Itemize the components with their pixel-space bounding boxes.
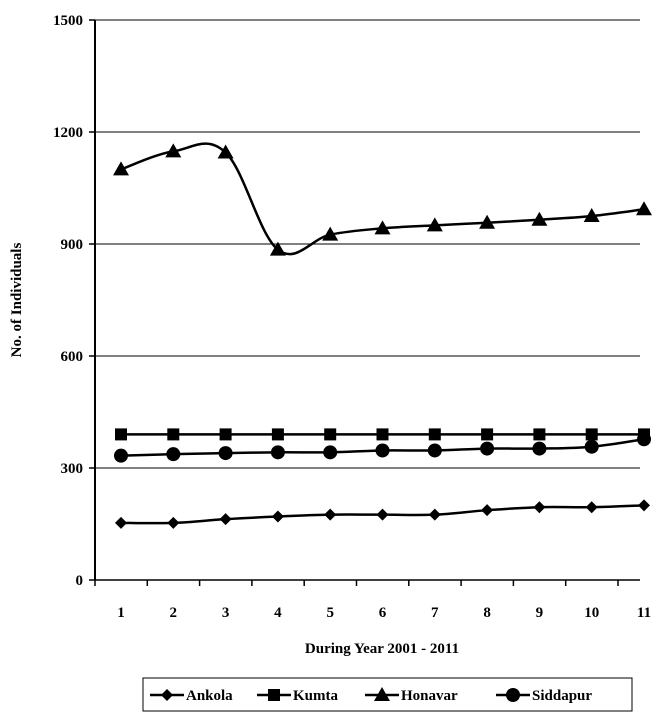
legend-label-kumta: Kumta <box>293 688 339 704</box>
y-tick-label: 1200 <box>53 125 83 141</box>
ankola-point <box>219 513 232 526</box>
x-tick-label: 11 <box>637 605 651 621</box>
honavar-point <box>531 211 548 226</box>
legend-honavar-marker <box>374 687 390 701</box>
siddapur-point <box>427 443 442 458</box>
legend-item-ankola: Ankola <box>150 688 233 704</box>
series-siddapur <box>114 432 651 463</box>
legend-label-ankola: Ankola <box>186 688 233 704</box>
x-axis-title: During Year 2001 - 2011 <box>305 641 459 657</box>
x-tick-label: 3 <box>222 605 230 621</box>
kumta-point <box>481 428 494 441</box>
honavar-point <box>269 241 286 256</box>
x-tick-label: 2 <box>170 605 178 621</box>
honavar-point <box>113 161 129 176</box>
series-ankola <box>115 499 650 529</box>
gridlines <box>95 19 640 469</box>
legend-item-siddapur: Siddapur <box>496 688 592 704</box>
legend-ankola-marker <box>161 689 173 701</box>
y-axis-title: No. of Individuals <box>9 243 25 358</box>
kumta-point <box>428 428 441 441</box>
y-axis-ticks: 0 300 600 900 1200 1500 <box>53 13 95 589</box>
siddapur-point <box>532 441 547 456</box>
siddapur-point <box>114 448 128 463</box>
x-tick-label: 4 <box>274 605 282 621</box>
siddapur-point <box>637 432 651 447</box>
kumta-point <box>533 428 546 441</box>
series-honavar-line <box>120 142 645 256</box>
honavar-point <box>165 143 182 158</box>
siddapur-point <box>166 447 181 462</box>
honavar-point <box>426 217 443 232</box>
kumta-point <box>376 428 389 441</box>
ankola-point <box>638 499 650 512</box>
x-tick-label: 10 <box>584 605 599 621</box>
x-tick-label: 7 <box>431 605 439 621</box>
legend-label-siddapur: Siddapur <box>532 688 592 704</box>
series-kumta <box>115 428 650 441</box>
siddapur-point <box>480 441 495 456</box>
y-tick-label: 1500 <box>53 13 83 29</box>
siddapur-point <box>270 445 285 460</box>
kumta-point <box>115 428 127 441</box>
siddapur-point <box>323 445 338 460</box>
ankola-point <box>167 516 180 529</box>
ankola-point <box>376 508 389 521</box>
honavar-point <box>479 214 496 229</box>
x-tick-label: 1 <box>117 605 125 621</box>
honavar-point <box>322 226 339 241</box>
honavar-point <box>636 201 652 216</box>
ankola-point <box>428 508 441 521</box>
legend-kumta-marker <box>268 689 280 701</box>
x-tick-label: 5 <box>326 605 334 621</box>
siddapur-point <box>375 443 390 458</box>
kumta-point <box>219 428 232 441</box>
kumta-point <box>324 428 337 441</box>
honavar-point <box>217 144 234 159</box>
legend-siddapur-marker <box>506 688 520 702</box>
honavar-point <box>583 208 600 222</box>
series-layer <box>113 142 652 529</box>
honavar-point <box>374 220 391 235</box>
y-tick-label: 600 <box>61 349 84 365</box>
ankola-point <box>585 501 598 514</box>
y-tick-label: 300 <box>61 461 84 477</box>
x-tick-label: 9 <box>536 605 544 621</box>
y-tick-label: 0 <box>76 573 84 589</box>
ankola-point <box>324 508 337 521</box>
legend-item-honavar: Honavar <box>365 687 458 704</box>
kumta-point <box>167 428 180 441</box>
legend-label-honavar: Honavar <box>401 688 458 704</box>
x-tick-label: 8 <box>483 605 491 621</box>
legend: Ankola Kumta Honavar Siddapur <box>142 677 633 712</box>
ankola-point <box>481 504 494 517</box>
ankola-point <box>115 516 127 529</box>
ankola-point <box>271 510 284 523</box>
siddapur-point <box>218 446 233 461</box>
kumta-point <box>271 428 284 441</box>
x-tick-label: 6 <box>379 605 387 621</box>
x-axis-ticks: 1 2 3 4 5 6 7 8 9 10 11 <box>94 580 651 621</box>
siddapur-point <box>584 439 599 454</box>
y-tick-label: 900 <box>61 237 84 253</box>
series-honavar <box>113 142 652 256</box>
legend-item-kumta: Kumta <box>257 688 339 704</box>
ankola-point <box>533 501 546 514</box>
kumta-point <box>585 428 598 441</box>
